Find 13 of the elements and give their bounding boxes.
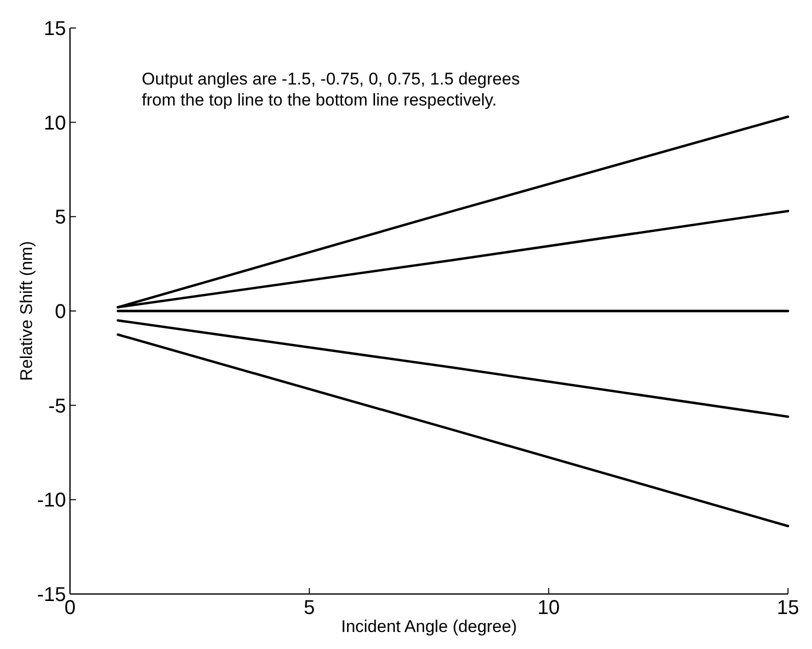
x-tick-label: 15 — [776, 597, 800, 619]
y-tick-label: 0 — [54, 301, 66, 323]
y-tick-label: -15 — [37, 584, 66, 606]
y-tick-label: 5 — [54, 206, 66, 229]
x-tick-label: 5 — [304, 597, 315, 619]
y-tick-label: -5 — [48, 395, 66, 418]
y-tick-label: 10 — [44, 112, 66, 134]
x-axis-title: Incident Angle (degree) — [341, 617, 517, 636]
y-tick-label: -10 — [37, 490, 66, 512]
y-tick-label: 15 — [44, 18, 66, 40]
y-axis-title: Relative Shift (nm) — [17, 241, 36, 381]
annotation: Output angles are -1.5, -0.75, 0, 0.75, 1.5 degrees from the top line to the bottom line respectively. — [142, 70, 520, 110]
x-tick-label: 10 — [538, 597, 560, 619]
